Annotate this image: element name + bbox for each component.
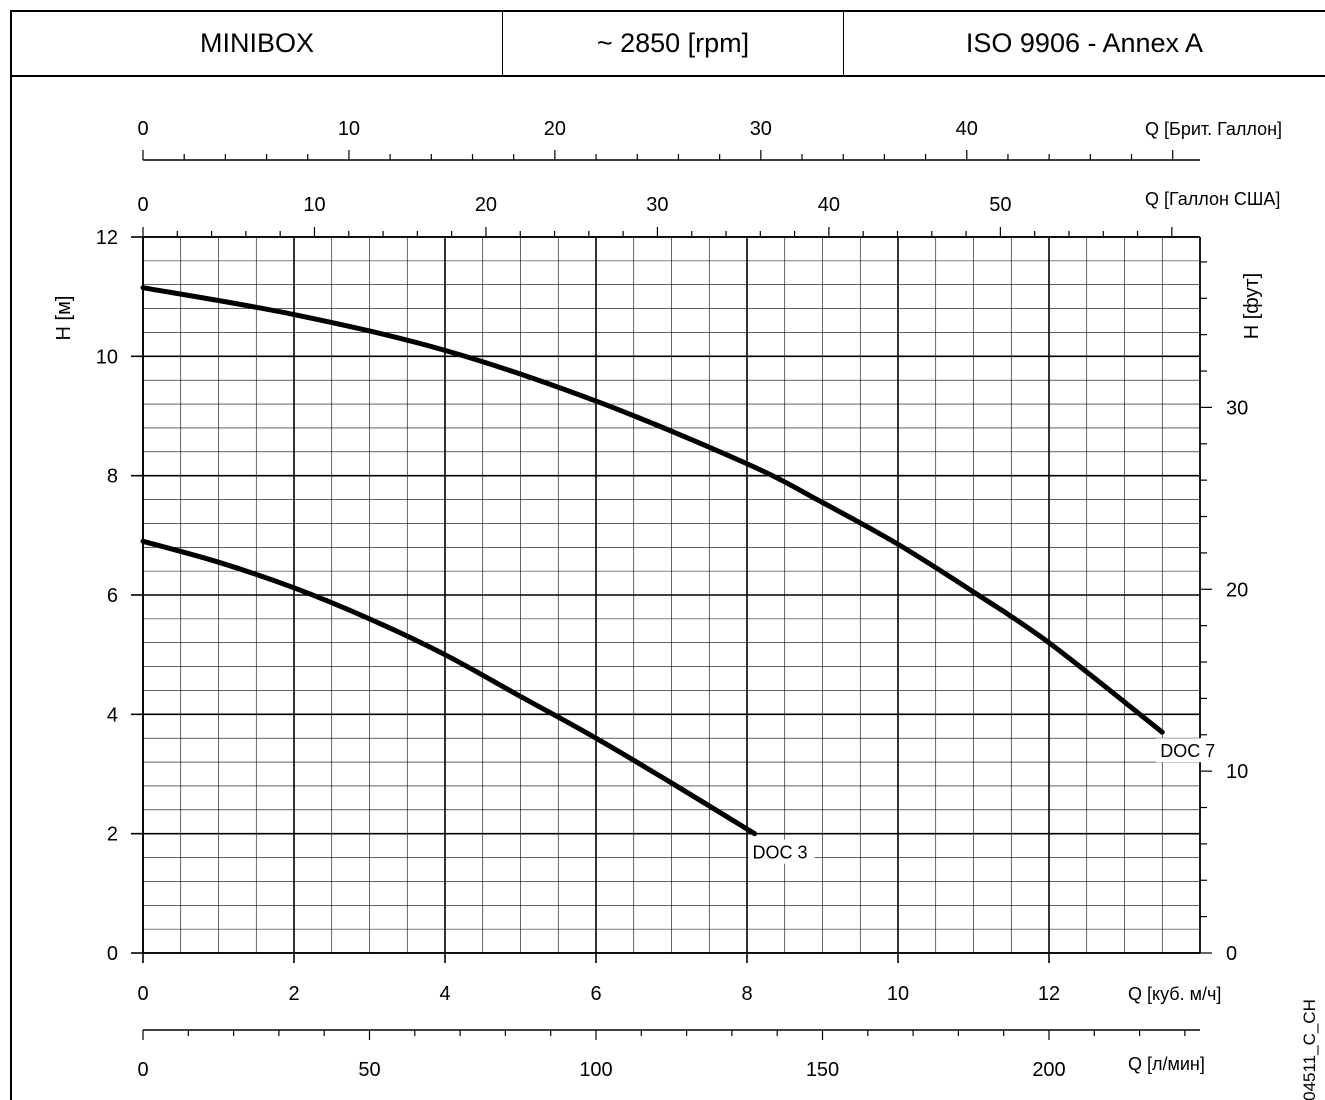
right-axis-label: 10 xyxy=(1226,761,1248,783)
right-axis-label: 20 xyxy=(1226,579,1248,601)
x-tick-label: 6 xyxy=(590,983,601,1005)
top-axis-imp-title: Q [Брит. Галлон] xyxy=(1145,119,1282,139)
figure-code: 04511_C_CH xyxy=(1300,999,1319,1100)
top-axis-us-label: 0 xyxy=(137,194,148,216)
right-axis-title: H [фут] xyxy=(1241,273,1263,340)
y-tick-label: 10 xyxy=(96,346,118,368)
series-label-doc-3: DOC 3 xyxy=(753,843,808,863)
standard-cell: ISO 9906 - Annex A xyxy=(965,28,1204,58)
secondary-x-tick-label: 150 xyxy=(806,1059,839,1081)
x-tick-label: 10 xyxy=(887,983,909,1005)
top-axis-us-label: 20 xyxy=(475,194,497,216)
y-tick-label: 4 xyxy=(107,704,118,726)
frame-left-border xyxy=(10,76,12,1100)
curve-doc-7 xyxy=(140,285,1165,735)
x-axis-label: Q [куб. м/ч] xyxy=(1128,984,1221,1004)
top-axis-us-label: 40 xyxy=(818,194,840,216)
y-tick-label: 12 xyxy=(96,227,118,249)
secondary-x-tick-label: 100 xyxy=(579,1059,612,1081)
x-tick-label: 4 xyxy=(439,983,450,1005)
y-tick-label: 2 xyxy=(107,824,118,846)
top-axis-imp-label: 20 xyxy=(544,118,566,140)
secondary-x-axis-label: Q [л/мин] xyxy=(1128,1054,1205,1074)
y-tick-label: 8 xyxy=(107,466,118,488)
secondary-x-tick-label: 50 xyxy=(358,1059,380,1081)
right-axis-label: 30 xyxy=(1226,397,1248,419)
top-axis-imp-label: 30 xyxy=(750,118,772,140)
y-tick-label: 6 xyxy=(107,585,118,607)
series-label-bg xyxy=(748,839,815,864)
y-tick-label: 0 xyxy=(107,943,118,965)
series-label-bg xyxy=(1156,738,1223,763)
top-axis-us-label: 10 xyxy=(303,194,325,216)
secondary-x-tick-label: 200 xyxy=(1032,1059,1065,1081)
series-label-doc-7: DOC 7 xyxy=(1160,741,1215,761)
x-tick-label: 2 xyxy=(288,983,299,1005)
x-tick-label: 12 xyxy=(1038,983,1060,1005)
secondary-x-tick-label: 0 xyxy=(137,1059,148,1081)
header-table: MINIBOX ~ 2850 [rpm] ISO 9906 - Annex A xyxy=(10,10,1325,77)
right-axis-label: 0 xyxy=(1226,943,1237,965)
top-axis-us-label: 50 xyxy=(989,194,1011,216)
y-axis-label: H [м] xyxy=(53,296,75,341)
curve-doc-3 xyxy=(140,538,758,837)
top-axis-imp-label: 0 xyxy=(137,118,148,140)
top-axis-us-title: Q [Галлон США] xyxy=(1145,189,1280,209)
top-axis-imp-label: 10 xyxy=(338,118,360,140)
speed-cell: ~ 2850 [rpm] xyxy=(503,12,844,75)
model-cell: MINIBOX xyxy=(12,12,503,75)
top-axis-us-label: 30 xyxy=(646,194,668,216)
top-axis-imp-label: 40 xyxy=(956,118,978,140)
x-tick-label: 8 xyxy=(741,983,752,1005)
x-tick-label: 0 xyxy=(137,983,148,1005)
